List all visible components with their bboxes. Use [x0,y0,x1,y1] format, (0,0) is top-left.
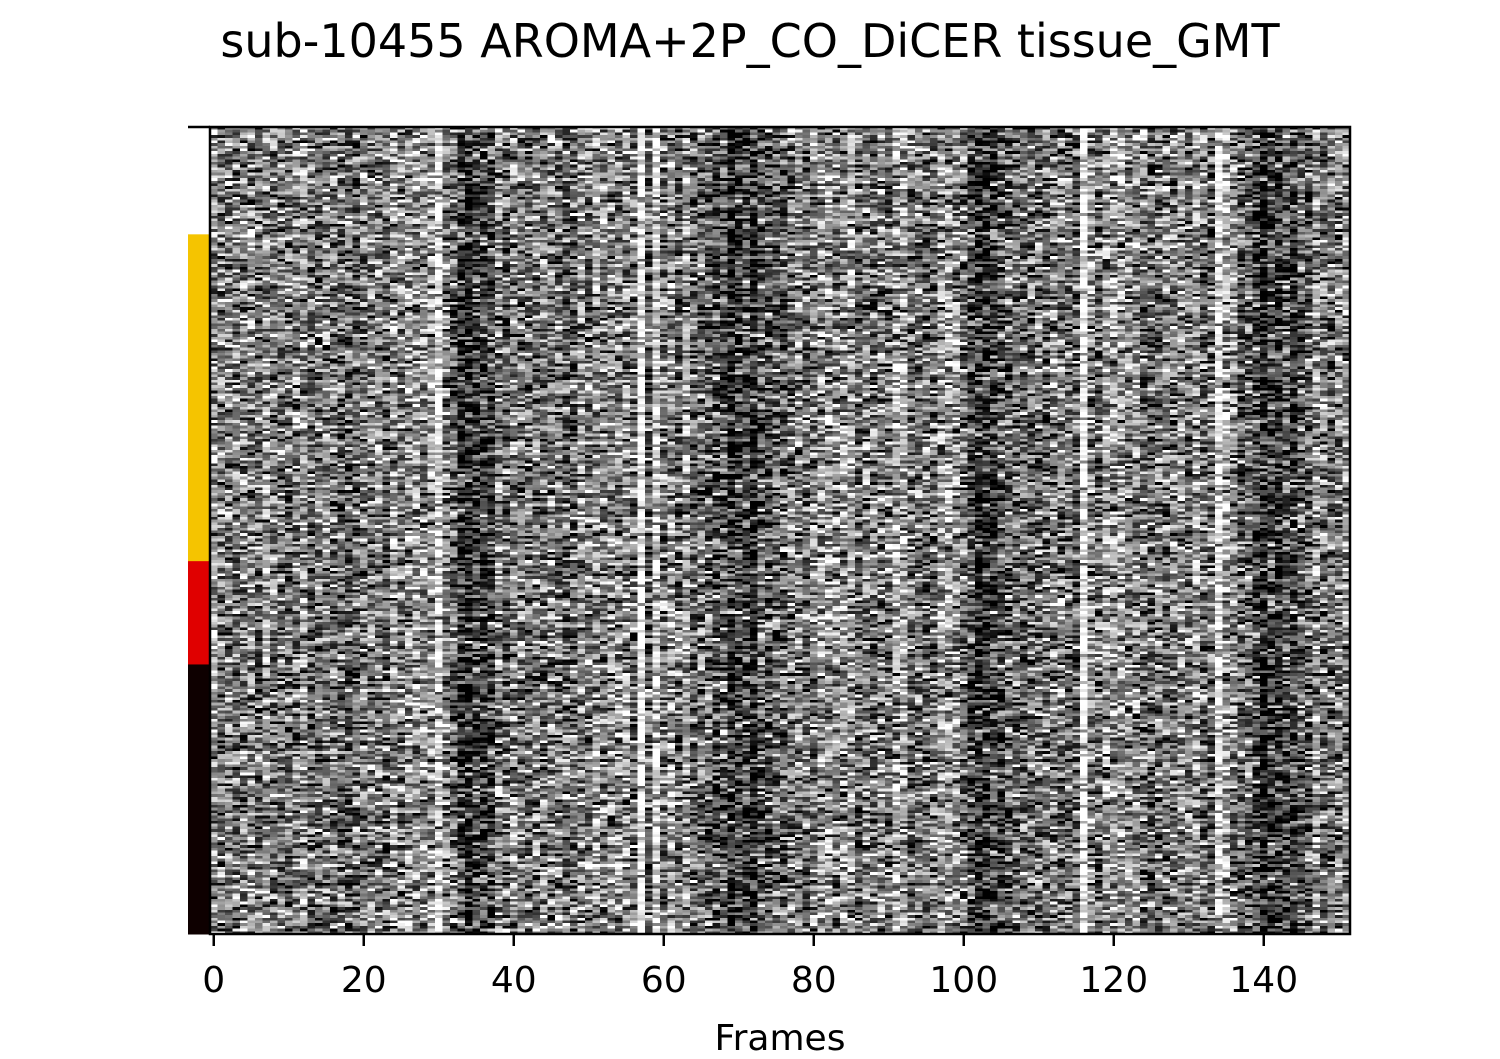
x-tick-label: 0 [202,960,225,1001]
x-tick-label: 100 [929,960,998,1001]
x-tick-label: 40 [491,960,537,1001]
x-tick-label: 140 [1229,960,1298,1001]
plot-frame [208,125,1352,936]
x-tick-label: 60 [641,960,687,1001]
voxel-timeseries-heatmap [210,127,1350,934]
tissue-segment-3 [188,664,210,935]
chart-title: sub-10455 AROMA+2P_CO_DiCER tissue_GMT [220,14,1280,68]
x-tick-label: 120 [1079,960,1148,1001]
tissue-segment-1 [188,234,210,562]
x-axis-ticks: 0 20 40 60 80 100 120 140 [202,934,1298,1001]
x-axis-label: Frames [714,1018,846,1059]
x-tick-label: 80 [791,960,837,1001]
tissue-class-bar [188,127,210,935]
x-tick-label: 20 [341,960,387,1001]
tissue-segment-2 [188,561,210,665]
tissue-segment-0 [188,127,210,235]
